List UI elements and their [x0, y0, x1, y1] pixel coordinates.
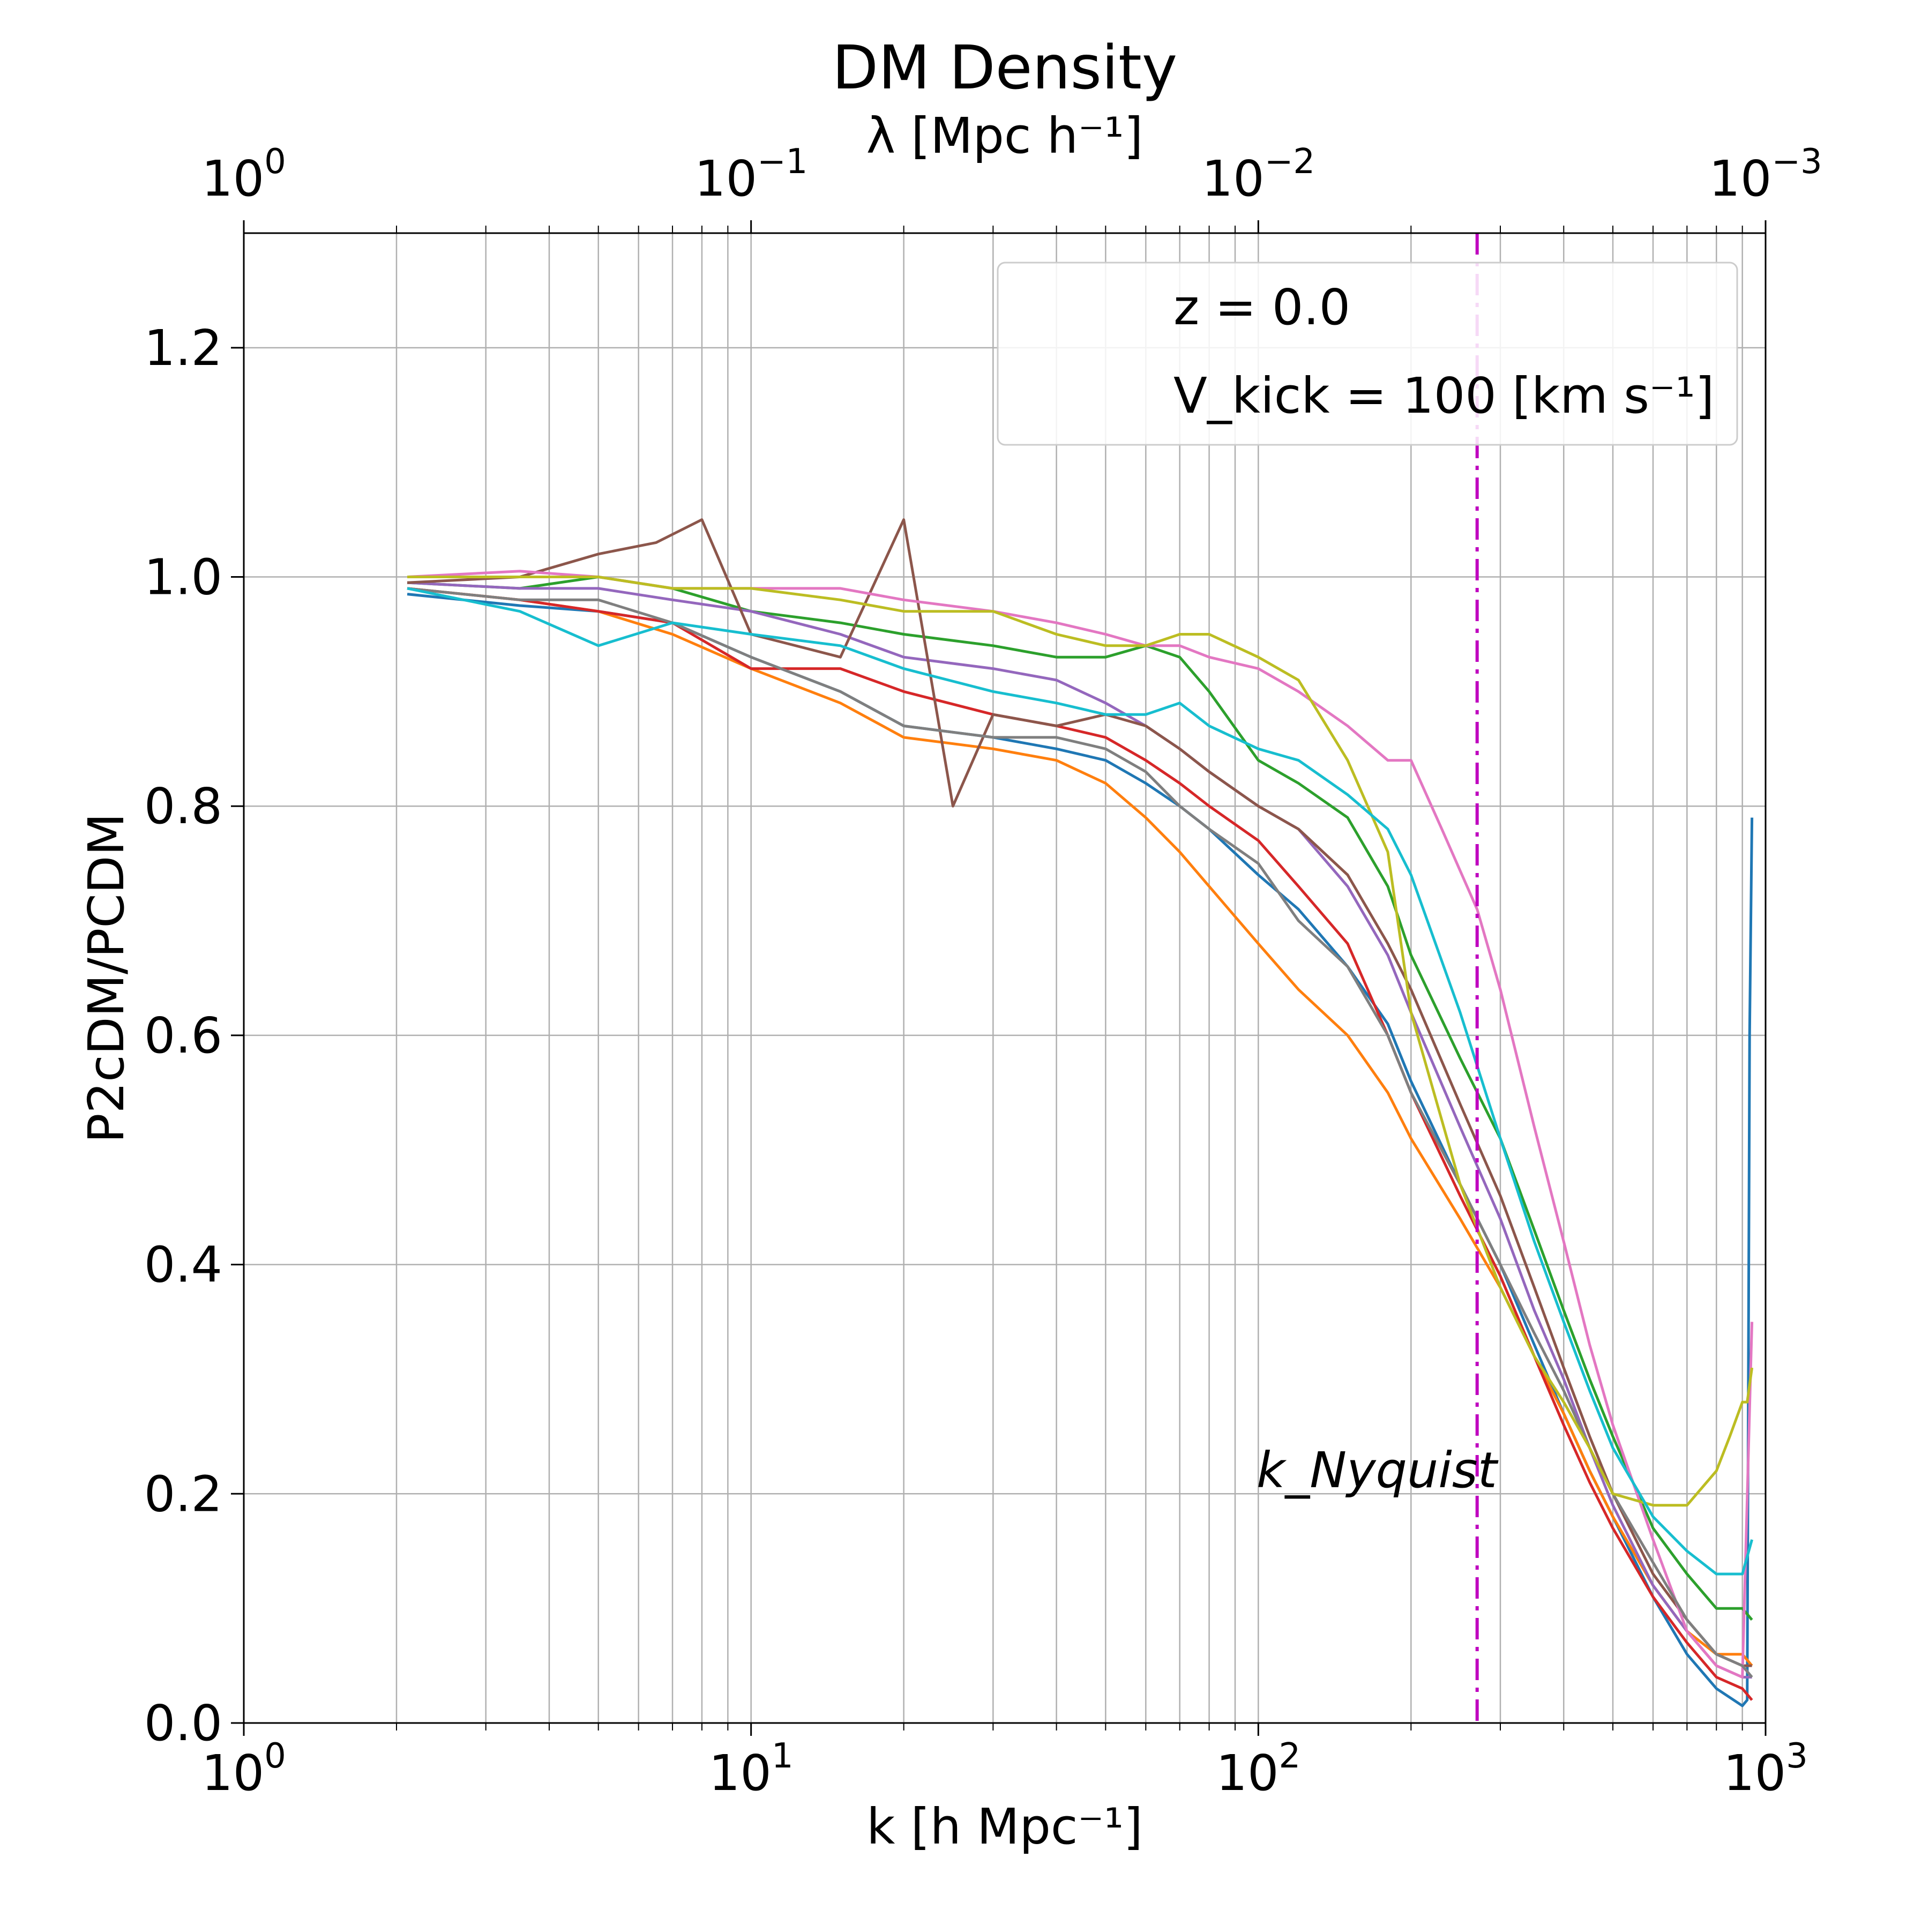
top-axis-label: λ [Mpc h⁻¹]: [866, 107, 1143, 165]
y-tick-label: 0.2: [144, 1465, 222, 1523]
x-axis-label: k [h Mpc⁻¹]: [866, 1798, 1143, 1855]
series-line-4: [407, 587, 1753, 1701]
top-tick-exponent: −3: [1771, 142, 1822, 182]
top-tick-label: 10−2: [1202, 142, 1315, 207]
plot-frame: [243, 232, 1767, 1724]
legend-box: [997, 262, 1738, 446]
y-tick-label: 1.0: [144, 549, 222, 606]
series-line-7: [407, 570, 1754, 1679]
y-tick-label: 0.0: [144, 1695, 222, 1752]
x-tick-exponent: 3: [1786, 1736, 1808, 1776]
top-tick-exponent: −2: [1265, 142, 1315, 182]
legend-redshift: z = 0.0: [1173, 279, 1350, 336]
x-tick-label: 101: [709, 1736, 794, 1802]
y-tick-label: 1.2: [144, 319, 222, 377]
series-line-10: [407, 587, 1754, 1576]
x-tick-exponent: 0: [264, 1736, 286, 1776]
legend-vkick: V_kick = 100 [km s⁻¹]: [1173, 367, 1714, 424]
series-line-9: [407, 576, 1754, 1507]
series-layer: [407, 518, 1754, 1707]
top-tick-exponent: −1: [757, 142, 808, 182]
x-tick-exponent: 2: [1279, 1736, 1301, 1776]
series-line-8: [407, 587, 1753, 1679]
nyquist-label: k_Nyquist: [1257, 1442, 1499, 1499]
y-tick-label: 0.8: [144, 778, 222, 835]
y-axis-label: P2cDM/PCDM: [78, 813, 135, 1143]
y-tick-label: 0.4: [144, 1236, 222, 1294]
top-tick-exponent: 0: [264, 142, 286, 182]
x-tick-exponent: 1: [772, 1736, 794, 1776]
legend: z = 0.0 V_kick = 100 [km s⁻¹]: [997, 262, 1738, 446]
series-line-2: [407, 587, 1753, 1667]
y-tick-label: 0.6: [144, 1007, 222, 1064]
chart-title: DM Density: [832, 33, 1177, 103]
